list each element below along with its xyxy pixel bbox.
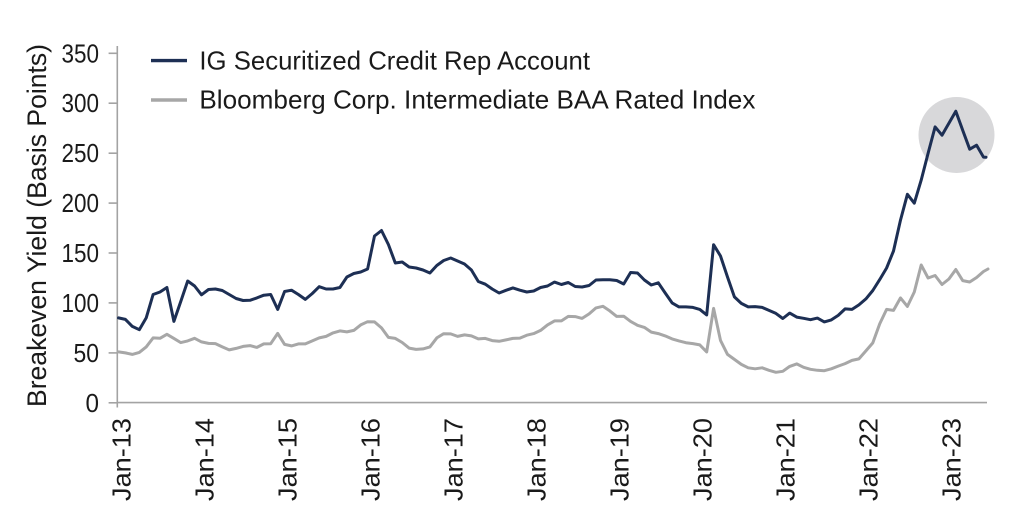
svg-text:Jan-16: Jan-16 — [355, 418, 385, 501]
svg-text:Jan-13: Jan-13 — [106, 418, 136, 501]
svg-text:Breakeven Yield (Basis Points): Breakeven Yield (Basis Points) — [22, 44, 52, 407]
svg-text:Jan-20: Jan-20 — [687, 418, 717, 501]
svg-text:350: 350 — [62, 38, 100, 68]
svg-text:250: 250 — [62, 138, 100, 168]
svg-text:50: 50 — [74, 338, 100, 368]
svg-text:Jan-17: Jan-17 — [438, 418, 468, 501]
svg-text:Jan-15: Jan-15 — [272, 418, 302, 501]
svg-text:IG Securitized Credit Rep Acco: IG Securitized Credit Rep Account — [199, 45, 590, 75]
svg-text:200: 200 — [62, 188, 100, 218]
svg-text:300: 300 — [62, 88, 100, 118]
svg-text:Jan-19: Jan-19 — [604, 418, 634, 501]
svg-text:Bloomberg Corp. Intermediate B: Bloomberg Corp. Intermediate BAA Rated I… — [199, 84, 755, 114]
svg-text:Jan-23: Jan-23 — [936, 418, 966, 501]
svg-text:Jan-14: Jan-14 — [189, 418, 219, 501]
svg-text:150: 150 — [62, 238, 100, 268]
svg-text:100: 100 — [62, 288, 100, 318]
svg-text:0: 0 — [86, 388, 100, 418]
svg-text:Jan-21: Jan-21 — [770, 418, 800, 501]
svg-text:Jan-18: Jan-18 — [521, 418, 551, 501]
svg-text:Jan-22: Jan-22 — [853, 418, 883, 501]
